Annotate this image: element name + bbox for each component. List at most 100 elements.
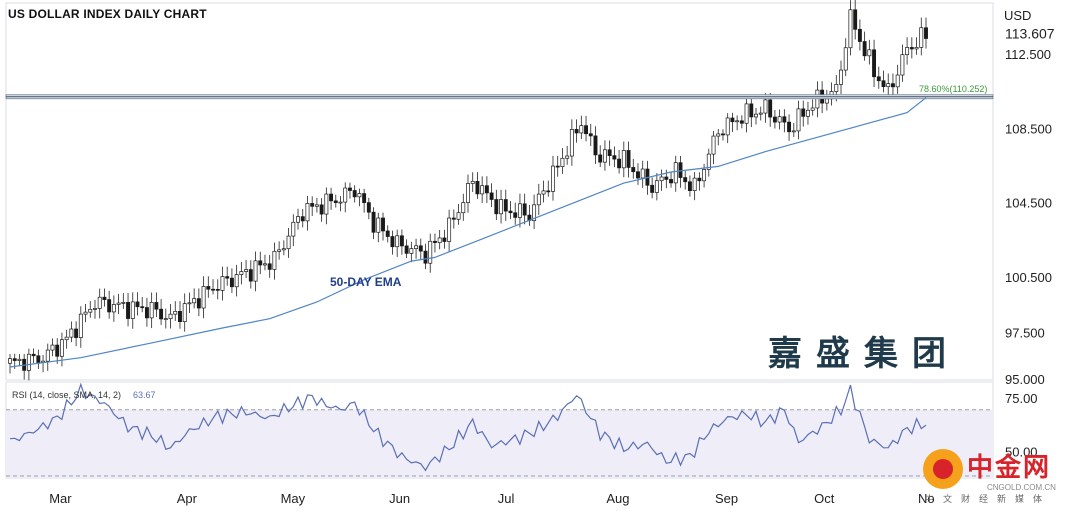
candle-body bbox=[159, 308, 164, 320]
x-axis-label: Aug bbox=[606, 491, 629, 506]
candle-body bbox=[333, 200, 338, 203]
candle-body bbox=[692, 177, 697, 191]
candle-body bbox=[163, 318, 168, 321]
candle-body bbox=[768, 99, 773, 118]
candle-body bbox=[499, 199, 504, 215]
x-axis-label: No bbox=[918, 491, 935, 506]
candle-body bbox=[182, 303, 187, 323]
candle-body bbox=[919, 27, 924, 48]
candle-body bbox=[93, 308, 97, 310]
candle-body bbox=[839, 69, 843, 85]
candle-body bbox=[111, 304, 116, 313]
candle-body bbox=[503, 199, 508, 212]
candle-body bbox=[579, 125, 584, 134]
candle-body bbox=[640, 168, 645, 179]
ema-line bbox=[9, 97, 927, 368]
candle-body bbox=[121, 302, 126, 304]
candle-body bbox=[173, 310, 178, 315]
candle-body bbox=[834, 84, 839, 92]
candle-body bbox=[560, 157, 565, 167]
candle-body bbox=[461, 202, 466, 214]
candles-group bbox=[8, 0, 928, 381]
candle-body bbox=[154, 302, 159, 310]
candle-body bbox=[484, 185, 489, 194]
candle-body bbox=[551, 165, 555, 192]
candle-body bbox=[305, 203, 310, 222]
candle-body bbox=[432, 240, 437, 243]
price-pane bbox=[5, 2, 994, 381]
candle-body bbox=[683, 177, 688, 183]
candle-body bbox=[777, 116, 782, 123]
candle-body bbox=[248, 269, 253, 282]
candle-body bbox=[900, 54, 905, 76]
candle-body bbox=[489, 192, 494, 200]
candle-body bbox=[494, 199, 499, 215]
candle-body bbox=[598, 154, 603, 163]
price-tick-label: 113.607 bbox=[1005, 25, 1055, 41]
candle-body bbox=[78, 313, 83, 338]
candle-body bbox=[806, 109, 810, 117]
candle-body bbox=[8, 358, 12, 364]
candle-body bbox=[796, 108, 801, 132]
candle-body bbox=[522, 203, 527, 216]
candle-body bbox=[721, 133, 725, 136]
price-ticks-group: 113.607 112.500 108.500 104.500 100.500 97.50… bbox=[1005, 25, 1055, 387]
candle-body bbox=[574, 129, 579, 134]
x-axis-label: Jul bbox=[498, 491, 515, 506]
candle-body bbox=[83, 311, 88, 315]
candle-body bbox=[97, 296, 102, 309]
candle-body bbox=[447, 217, 452, 242]
candle-body bbox=[296, 216, 300, 223]
rsi-label: RSI (14, close, SMA, 14, 2) bbox=[12, 390, 121, 400]
x-axis-label: Sep bbox=[715, 491, 738, 506]
x-axis-label: Oct bbox=[814, 491, 835, 506]
candle-body bbox=[909, 47, 914, 50]
candle-body bbox=[886, 83, 891, 88]
logo-tagline: 中文财经新媒体 bbox=[925, 495, 1052, 505]
rsi-line bbox=[9, 382, 927, 472]
candle-body bbox=[631, 167, 636, 173]
candle-body bbox=[763, 99, 768, 114]
candle-body bbox=[192, 298, 197, 304]
candle-body bbox=[687, 181, 692, 191]
candle-body bbox=[697, 177, 702, 182]
candle-body bbox=[168, 313, 173, 320]
candle-body bbox=[423, 250, 428, 264]
candle-body bbox=[126, 302, 130, 319]
candle-body bbox=[621, 150, 626, 169]
x-axis-label: Apr bbox=[177, 491, 198, 506]
candle-body bbox=[853, 9, 858, 30]
candle-body bbox=[381, 217, 385, 232]
candle-body bbox=[787, 121, 792, 133]
candle-body bbox=[300, 216, 305, 222]
candle-body bbox=[399, 235, 404, 247]
price-tick-label: 104.500 bbox=[1005, 196, 1052, 211]
candle-body bbox=[782, 116, 787, 123]
candle-body bbox=[102, 296, 107, 300]
rsi-tick-label: 75.00 bbox=[1005, 391, 1038, 406]
candle-body bbox=[314, 204, 319, 207]
candle-body bbox=[187, 302, 192, 305]
rsi-tick-label: 50.00 bbox=[1005, 444, 1038, 459]
candle-body bbox=[517, 203, 522, 218]
candle-body bbox=[456, 212, 461, 220]
candle-body bbox=[914, 47, 919, 50]
candle-body bbox=[59, 339, 64, 357]
candle-body bbox=[924, 27, 928, 39]
candle-body bbox=[739, 120, 744, 124]
candle-body bbox=[716, 133, 721, 137]
candle-body bbox=[749, 103, 754, 118]
fib-group bbox=[5, 94, 994, 100]
candle-body bbox=[546, 190, 551, 193]
candle-body bbox=[451, 217, 456, 220]
candle-body bbox=[135, 301, 140, 308]
candle-body bbox=[872, 49, 877, 78]
candle-body bbox=[74, 328, 79, 338]
candle-body bbox=[366, 202, 371, 213]
candle-body bbox=[140, 306, 145, 309]
candle-body bbox=[758, 112, 763, 115]
candle-body bbox=[843, 47, 848, 71]
candle-body bbox=[206, 286, 211, 290]
